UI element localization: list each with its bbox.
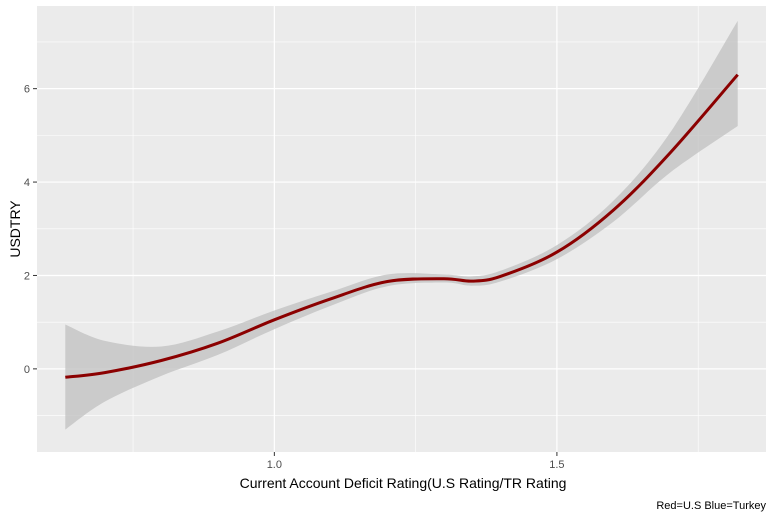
y-tick-label: 0	[24, 364, 30, 376]
x-tick-label: 1.0	[267, 459, 282, 471]
y-axis-ticks: 0 2 4 6	[24, 84, 37, 376]
y-tick-label: 2	[24, 270, 30, 282]
x-axis-ticks: 1.0 1.5	[267, 452, 565, 471]
y-tick-label: 4	[24, 177, 30, 189]
y-axis-title: USDTRY	[7, 200, 23, 258]
y-tick-label: 6	[24, 84, 30, 96]
x-axis-title: Current Account Deficit Rating(U.S Ratin…	[240, 475, 567, 491]
x-tick-label: 1.5	[549, 459, 564, 471]
chart-caption: Red=U.S Blue=Turkey	[656, 500, 766, 512]
